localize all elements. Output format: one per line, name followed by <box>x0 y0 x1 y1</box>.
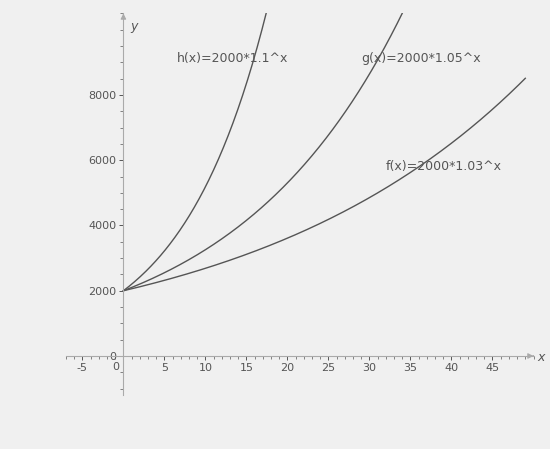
Text: x: x <box>537 351 545 364</box>
Text: y: y <box>130 20 138 33</box>
Text: f(x)=2000*1.03^x: f(x)=2000*1.03^x <box>386 160 502 173</box>
Text: g(x)=2000*1.05^x: g(x)=2000*1.05^x <box>361 53 481 66</box>
Text: 0: 0 <box>112 362 119 372</box>
Text: h(x)=2000*1.1^x: h(x)=2000*1.1^x <box>177 53 288 66</box>
